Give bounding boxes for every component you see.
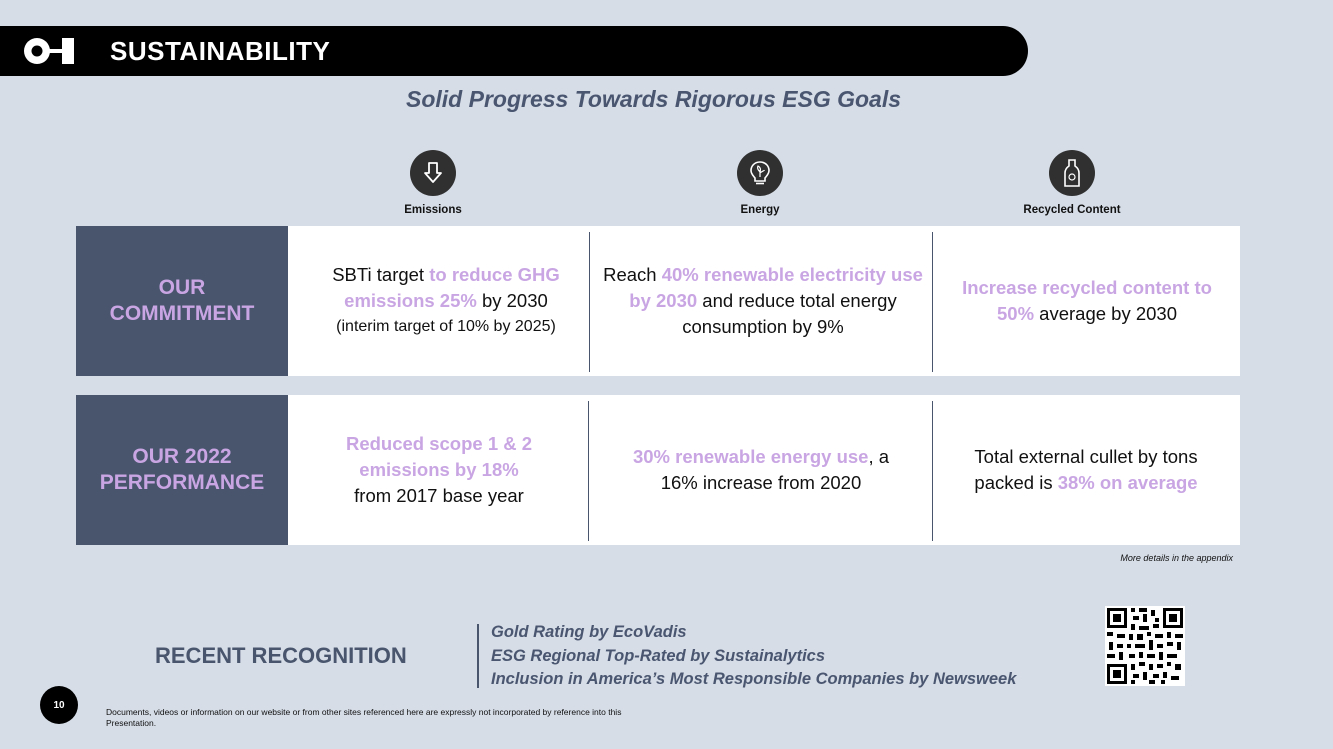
commitment-label-line1: OUR [158, 276, 206, 299]
column-label-emissions: Emissions [404, 204, 462, 216]
recognition-list: Gold Rating by EcoVadis ESG Regional Top… [491, 621, 1016, 692]
commitment-label-line2: COMMITMENT [109, 302, 255, 325]
recognition-title: RECENT RECOGNITION [155, 643, 407, 668]
performance-energy-cell: 30% renewable energy use, a 16% increase… [606, 395, 916, 545]
performance-recycled-pre: Total external cullet by tons packed is [974, 446, 1198, 493]
performance-label: OUR 2022 PERFORMANCE [76, 395, 288, 545]
performance-row: OUR 2022 PERFORMANCE Reduced scope 1 & 2… [76, 395, 1240, 545]
performance-energy-highlight: 30% renewable energy use [632, 446, 869, 467]
commitment-emissions-highlight: to reduce GHG emissions 25% [344, 264, 560, 311]
performance-recycled-highlight: 38% on average [1057, 472, 1198, 493]
commitment-divider-2 [932, 232, 933, 372]
page-number: 10 [40, 686, 78, 724]
column-emissions: Emissions [333, 150, 533, 216]
column-label-recycled: Recycled Content [1023, 204, 1121, 216]
oi-logo [24, 38, 74, 64]
column-label-energy: Energy [740, 204, 780, 216]
arrow-down-icon [410, 150, 456, 196]
performance-energy-post: , a 16% increase from 2020 [660, 446, 890, 493]
performance-divider-1 [588, 401, 589, 541]
performance-label-line1: OUR 2022 [132, 445, 232, 468]
recognition-item: Inclusion in America’s Most Responsible … [491, 670, 1017, 688]
disclaimer: Documents, videos or information on our … [106, 707, 622, 728]
commitment-label: OUR COMMITMENT [76, 226, 288, 376]
recognition-item: ESG Regional Top-Rated by Sustainalytics [491, 646, 826, 665]
commitment-emissions-pre: SBTi target [332, 264, 430, 285]
header-bar: SUSTAINABILITY [0, 26, 1028, 76]
recognition-item: Gold Rating by EcoVadis [491, 623, 687, 641]
commitment-energy-cell: Reach 40% renewable electricity use by 2… [600, 226, 926, 376]
qr-code[interactable] [1105, 606, 1185, 686]
column-recycled: Recycled Content [972, 150, 1172, 216]
commitment-energy-pre: Reach [603, 264, 662, 285]
performance-emissions-highlight: Reduced scope 1 & 2 emissions by 18% [345, 433, 533, 480]
column-energy: Energy [660, 150, 860, 216]
commitment-row: OUR COMMITMENT SBTi target to reduce GHG… [76, 226, 1240, 376]
commitment-emissions-note: (interim target of 10% by 2025) [336, 318, 556, 335]
performance-label-line2: PERFORMANCE [99, 471, 265, 494]
commitment-recycled-cell: Increase recycled content to 50% average… [946, 226, 1228, 376]
performance-emissions-post: from 2017 base year [354, 485, 524, 506]
bottle-recycle-icon [1049, 150, 1095, 196]
recognition-divider [477, 624, 479, 688]
commitment-divider-1 [589, 232, 590, 372]
commitment-recycled-post: average by 2030 [1034, 303, 1177, 324]
commitment-energy-post: and reduce total energy consumption by 9… [682, 290, 897, 337]
commitment-emissions-post: by 2030 [476, 290, 548, 311]
performance-divider-2 [932, 401, 933, 541]
page-subtitle: Solid Progress Towards Rigorous ESG Goal… [406, 86, 902, 112]
appendix-note: More details in the appendix [1120, 553, 1233, 563]
performance-emissions-cell: Reduced scope 1 & 2 emissions by 18% fro… [328, 395, 550, 545]
lightbulb-leaf-icon [737, 150, 783, 196]
commitment-emissions-cell: SBTi target to reduce GHG emissions 25% … [298, 226, 594, 376]
commitment-recycled-highlight: Increase recycled content to 50% [962, 277, 1212, 324]
performance-recycled-cell: Total external cullet by tons packed is … [948, 395, 1224, 545]
commitment-energy-highlight: 40% renewable electricity use by 2030 [629, 264, 923, 311]
section-title: SUSTAINABILITY [110, 36, 331, 66]
